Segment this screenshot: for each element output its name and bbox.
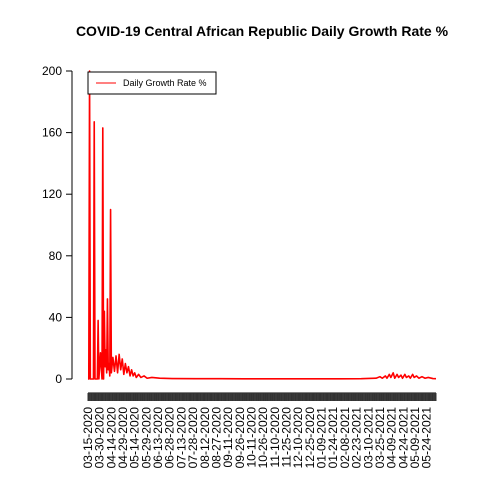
x-tick-label: 12-10-2020 [291,407,305,469]
series-line [87,70,437,380]
chart-title: COVID-19 Central African Republic Daily … [76,23,449,39]
y-tick-label: 0 [55,372,62,386]
x-tick-label: 02-08-2021 [338,407,352,469]
y-tick-label: 40 [49,310,63,324]
legend: Daily Growth Rate % [87,71,217,95]
x-tick-label: 04-14-2020 [104,407,118,469]
x-tick-label: 05-09-2021 [408,407,422,469]
plot-area [87,70,437,380]
x-tick-label: 01-24-2021 [326,407,340,469]
x-tick-label: 04-29-2020 [116,407,130,469]
x-tick-label: 03-25-2021 [373,407,387,469]
x-tick-label: 05-29-2020 [139,407,153,469]
legend-box [87,71,217,95]
x-tick-label: 07-28-2020 [186,407,200,469]
y-tick-label: 200 [42,64,62,78]
x-tick-label: 08-12-2020 [198,407,212,469]
x-tick-label: 11-10-2020 [268,407,282,468]
x-tick-label: 05-14-2020 [128,407,142,469]
x-axis: 03-15-202003-30-202004-14-202004-29-2020… [81,392,437,469]
x-tick-label: 06-13-2020 [151,407,165,469]
x-tick-label: 12-25-2020 [303,407,317,469]
x-tick-label: 10-11-2020 [244,407,258,468]
x-tick-label: 07-13-2020 [174,407,188,469]
x-tick-label: 09-11-2020 [221,407,235,468]
x-tick-label: 10-26-2020 [256,407,270,469]
x-tick-label: 01-09-2021 [315,407,329,469]
y-tick-label: 80 [49,249,63,263]
x-tick-label: 03-15-2020 [81,407,95,469]
y-axis: 0 40 80 120 160 200 [42,64,73,386]
x-tick-label: 03-10-2021 [361,407,375,469]
x-tick-label: 04-09-2021 [385,407,399,469]
x-tick-label: 05-24-2021 [420,407,434,469]
x-tick-label: 11-25-2020 [280,407,294,468]
legend-label: Daily Growth Rate % [123,78,207,88]
x-tick-label: 02-23-2021 [350,407,364,469]
x-tick-label: 03-30-2020 [93,407,107,469]
y-tick-label: 120 [42,187,62,201]
y-tick-label: 160 [42,126,62,140]
x-tick-label: 08-27-2020 [209,407,223,469]
x-tick-label: 06-28-2020 [163,407,177,469]
x-tick-label: 04-24-2021 [396,407,410,469]
x-tick-label: 09-26-2020 [233,407,247,469]
